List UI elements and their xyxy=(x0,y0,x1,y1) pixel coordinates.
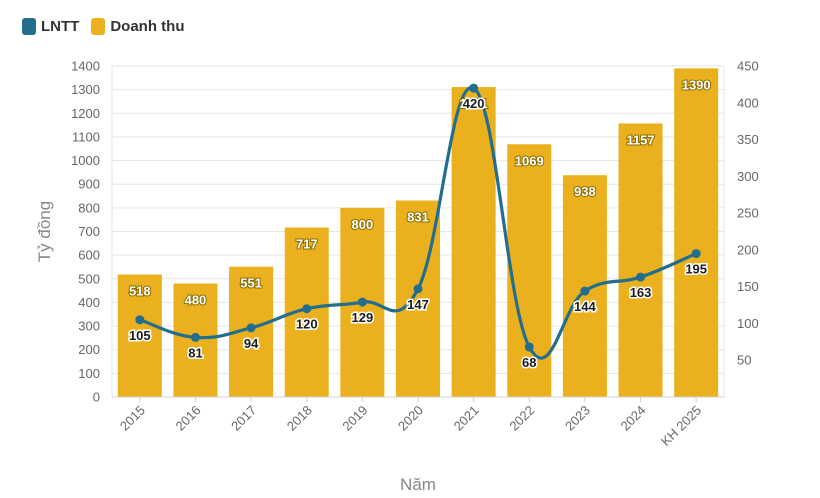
profit-line xyxy=(135,83,701,360)
y-tick-label: 600 xyxy=(78,248,100,263)
point-value-label: 94 xyxy=(244,336,259,351)
y2-tick-label: 200 xyxy=(737,242,759,257)
bar-doanh-thu[interactable] xyxy=(117,274,162,397)
bar-doanh-thu[interactable] xyxy=(674,68,719,397)
point-lntt[interactable] xyxy=(135,315,145,325)
y-tick-label: 100 xyxy=(78,366,100,381)
x-tick-label: 2017 xyxy=(228,403,259,434)
point-lntt[interactable] xyxy=(302,304,312,314)
point-lntt[interactable] xyxy=(691,249,701,259)
legend-label-lntt: LNTT xyxy=(41,18,80,35)
bar-value-label: 551 xyxy=(240,276,262,291)
y2-tick-label: 450 xyxy=(737,59,759,74)
y-tick-label: 800 xyxy=(78,200,100,215)
point-lntt[interactable] xyxy=(413,284,423,294)
data-labels: 518 480 551 717 800 831 1311 1069 938 1157 1390 105… xyxy=(127,76,711,371)
x-axis-title: Năm xyxy=(400,475,436,494)
bar-value-label: 800 xyxy=(352,217,374,232)
y2-tick-label: 250 xyxy=(737,206,759,221)
x-tick-label: 2016 xyxy=(173,403,204,434)
y2-tick-label: 50 xyxy=(737,353,751,368)
bar-doanh-thu[interactable] xyxy=(507,144,552,397)
y-tick-label: 1200 xyxy=(71,106,100,121)
point-lntt[interactable] xyxy=(636,272,646,282)
y2-tick-label: 400 xyxy=(737,95,759,110)
y2-tick-label: 350 xyxy=(737,132,759,147)
point-value-label: 81 xyxy=(188,345,202,360)
bar-value-label: 1311 xyxy=(460,96,488,111)
bar-value-label: 831 xyxy=(407,210,429,225)
x-tick-label: KH 2025 xyxy=(658,403,704,449)
revenue-bars xyxy=(117,68,719,397)
y-tick-label: 700 xyxy=(78,224,100,239)
point-lntt[interactable] xyxy=(469,83,479,93)
bar-value-label: 1069 xyxy=(515,153,544,168)
y-tick-label: 1400 xyxy=(71,59,100,74)
point-value-label: 129 xyxy=(352,310,374,325)
point-value-label: 195 xyxy=(685,262,707,277)
bar-value-label: 480 xyxy=(185,293,207,308)
y-tick-label: 1100 xyxy=(72,129,100,144)
y-tick-label: 900 xyxy=(78,177,100,192)
point-lntt[interactable] xyxy=(524,342,534,352)
point-value-label: 105 xyxy=(129,328,151,343)
point-value-label: 68 xyxy=(522,355,536,370)
point-value-label: 163 xyxy=(630,285,652,300)
y-tick-label: 200 xyxy=(78,342,100,357)
x-tick-label: 2015 xyxy=(117,403,148,434)
y-tick-label: 1000 xyxy=(71,153,100,168)
y-axis-title: Tỷ đồng xyxy=(35,201,54,262)
point-lntt[interactable] xyxy=(190,332,200,342)
bar-value-label: 717 xyxy=(296,236,318,251)
bar-value-label: 1157 xyxy=(626,132,654,147)
legend: LNTT Doanh thu xyxy=(22,18,184,35)
legend-item-lntt[interactable]: LNTT xyxy=(22,18,79,35)
x-tick-label: 2022 xyxy=(506,403,537,434)
axes: 0 100 200 300 400 500 600 700 800 900 1000 1100 1200… xyxy=(71,59,759,449)
point-value-label: 144 xyxy=(574,299,596,314)
bar-doanh-thu[interactable] xyxy=(451,87,496,397)
point-lntt[interactable] xyxy=(357,297,367,307)
point-value-label: 147 xyxy=(407,297,429,312)
bar-doanh-thu[interactable] xyxy=(562,175,607,397)
x-tick-label: 2019 xyxy=(339,403,370,434)
bar-doanh-thu[interactable] xyxy=(618,123,663,397)
legend-label-doanh-thu: Doanh thu xyxy=(110,18,185,35)
y2-tick-label: 150 xyxy=(737,279,759,294)
bar-value-label: 518 xyxy=(129,284,151,299)
point-lntt[interactable] xyxy=(246,323,256,333)
x-tick-label: 2020 xyxy=(395,403,426,434)
x-tick-label: 2018 xyxy=(284,403,315,434)
y-tick-label: 1300 xyxy=(71,82,100,97)
bar-value-label: 938 xyxy=(574,184,596,199)
y-tick-label: 0 xyxy=(93,390,100,405)
y-tick-label: 300 xyxy=(78,319,100,334)
point-value-label: 120 xyxy=(296,317,318,332)
x-tick-label: 2021 xyxy=(451,403,482,434)
legend-swatch-lntt xyxy=(22,18,36,35)
y2-tick-label: 300 xyxy=(737,169,759,184)
legend-item-doanh-thu[interactable]: Doanh thu xyxy=(91,18,184,35)
bar-value-label: 1390 xyxy=(682,77,711,92)
x-tick-label: 2023 xyxy=(562,403,593,434)
point-value-label: 420 xyxy=(463,96,485,111)
legend-swatch-doanh-thu xyxy=(91,18,106,35)
y-tick-label: 500 xyxy=(78,271,100,286)
point-lntt[interactable] xyxy=(580,286,590,296)
x-tick-label: 2024 xyxy=(618,403,649,434)
y-tick-label: 400 xyxy=(78,295,100,310)
y2-tick-label: 100 xyxy=(737,316,759,331)
